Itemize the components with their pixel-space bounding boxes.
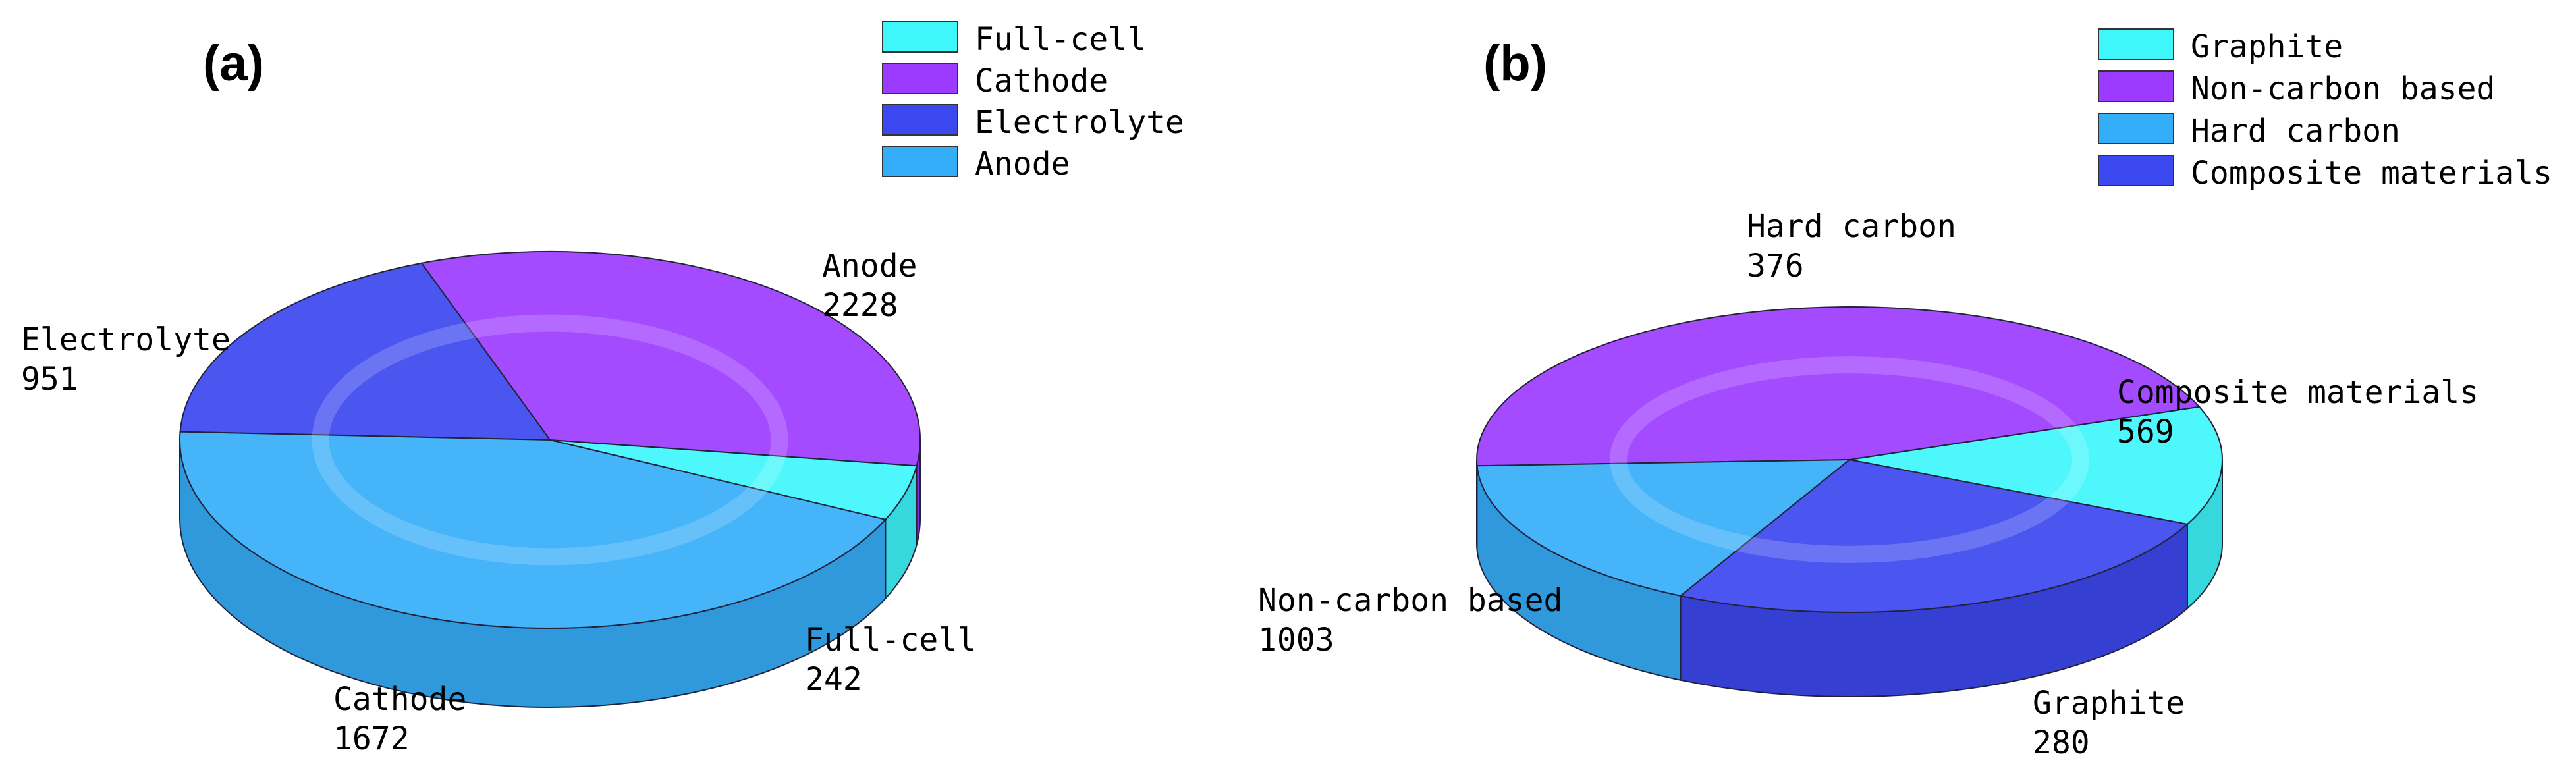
slice-value: 951: [21, 361, 78, 398]
panel-label-b: (b): [1483, 36, 1547, 92]
slice-label-cathode: Cathode 1672: [333, 681, 466, 757]
slice-value: 280: [2033, 724, 2090, 761]
pie-gloss-ring: [312, 314, 788, 566]
slice-label-anode: Anode 2228: [822, 248, 918, 324]
pie-slice-composite-materials: [1679, 458, 2189, 613]
legend-label: Anode: [975, 146, 1070, 182]
slice-value: 1003: [1258, 622, 1334, 658]
legend-label: Non-carbon based: [2191, 70, 2495, 107]
chart-panel-a: (a) Full-cell Cathode Electrolyte Anode: [21, 21, 1184, 757]
slice-value: 2228: [822, 287, 898, 324]
legend-label: Electrolyte: [975, 104, 1184, 141]
legend-label: Graphite: [2191, 28, 2343, 65]
pie-gloss-ring: [1610, 356, 2089, 563]
legend-item: Full-cell: [882, 21, 1146, 58]
legend-swatch-non-carbon-based: [2098, 70, 2174, 102]
legend-label: Full-cell: [975, 21, 1146, 58]
legend-swatch-hard-carbon: [2098, 113, 2174, 144]
panel-label-a: (a): [203, 36, 264, 92]
slice-value: 569: [2117, 414, 2174, 450]
legend-item: Non-carbon based: [2098, 70, 2495, 107]
legend-item: Anode: [882, 146, 1070, 182]
slice-name: Full-cell: [805, 622, 976, 658]
slice-value: 376: [1747, 248, 1804, 284]
legend-swatch-composite-materials: [2098, 155, 2174, 186]
pie-chart-b: [1476, 306, 2223, 697]
chart-panel-b: (b) Graphite Non-carbon based Hard carbo…: [1258, 28, 2552, 761]
slice-name: Electrolyte: [21, 321, 231, 358]
legend-b: Graphite Non-carbon based Hard carbon Co…: [2098, 28, 2552, 192]
slice-name: Hard carbon: [1747, 208, 1956, 245]
slice-name: Graphite: [2033, 685, 2185, 722]
pie-slice-anode: [178, 431, 887, 629]
pie-b-slices: [1476, 306, 2223, 697]
legend-a: Full-cell Cathode Electrolyte Anode: [882, 21, 1184, 182]
slice-value: 242: [805, 661, 862, 698]
slice-value: 1672: [333, 720, 410, 757]
slice-label-electrolyte: Electrolyte 951: [21, 321, 231, 398]
slice-name: Anode: [822, 248, 918, 284]
pie-a-slices: [178, 250, 921, 708]
legend-swatch-graphite: [2098, 28, 2174, 60]
legend-item: Hard carbon: [2098, 113, 2400, 149]
slice-name: Composite materials: [2117, 374, 2479, 411]
pie-slice-graphite: [1849, 406, 2223, 525]
pie-slice-cathode: [420, 250, 921, 467]
legend-label: Cathode: [975, 63, 1108, 99]
legend-swatch-cathode: [882, 63, 958, 94]
legend-item: Graphite: [2098, 28, 2343, 65]
slice-label-composite-materials: Composite materials 569: [2117, 374, 2479, 450]
pie-slice-hard-carbon: [1476, 458, 1851, 597]
slice-name: Cathode: [333, 681, 466, 718]
pie-slice-non-carbon-based: [1476, 306, 2201, 467]
legend-item: Cathode: [882, 63, 1108, 99]
slice-label-graphite: Graphite 280: [2033, 685, 2185, 761]
legend-item: Composite materials: [2098, 155, 2552, 192]
legend-label: Hard carbon: [2191, 113, 2400, 149]
legend-swatch-electrolyte: [882, 104, 958, 136]
slice-label-hard-carbon: Hard carbon 376: [1747, 208, 1956, 284]
slice-label-full-cell: Full-cell 242: [805, 622, 976, 698]
pie-chart-a: [178, 250, 921, 708]
legend-swatch-full-cell: [882, 21, 958, 53]
slice-name: Non-carbon based: [1258, 582, 1562, 619]
pie-slice-electrolyte: [179, 262, 551, 441]
legend-item: Electrolyte: [882, 104, 1184, 141]
legend-swatch-anode: [882, 146, 958, 177]
legend-label: Composite materials: [2191, 155, 2552, 192]
slice-label-non-carbon-based: Non-carbon based 1003: [1258, 582, 1562, 658]
